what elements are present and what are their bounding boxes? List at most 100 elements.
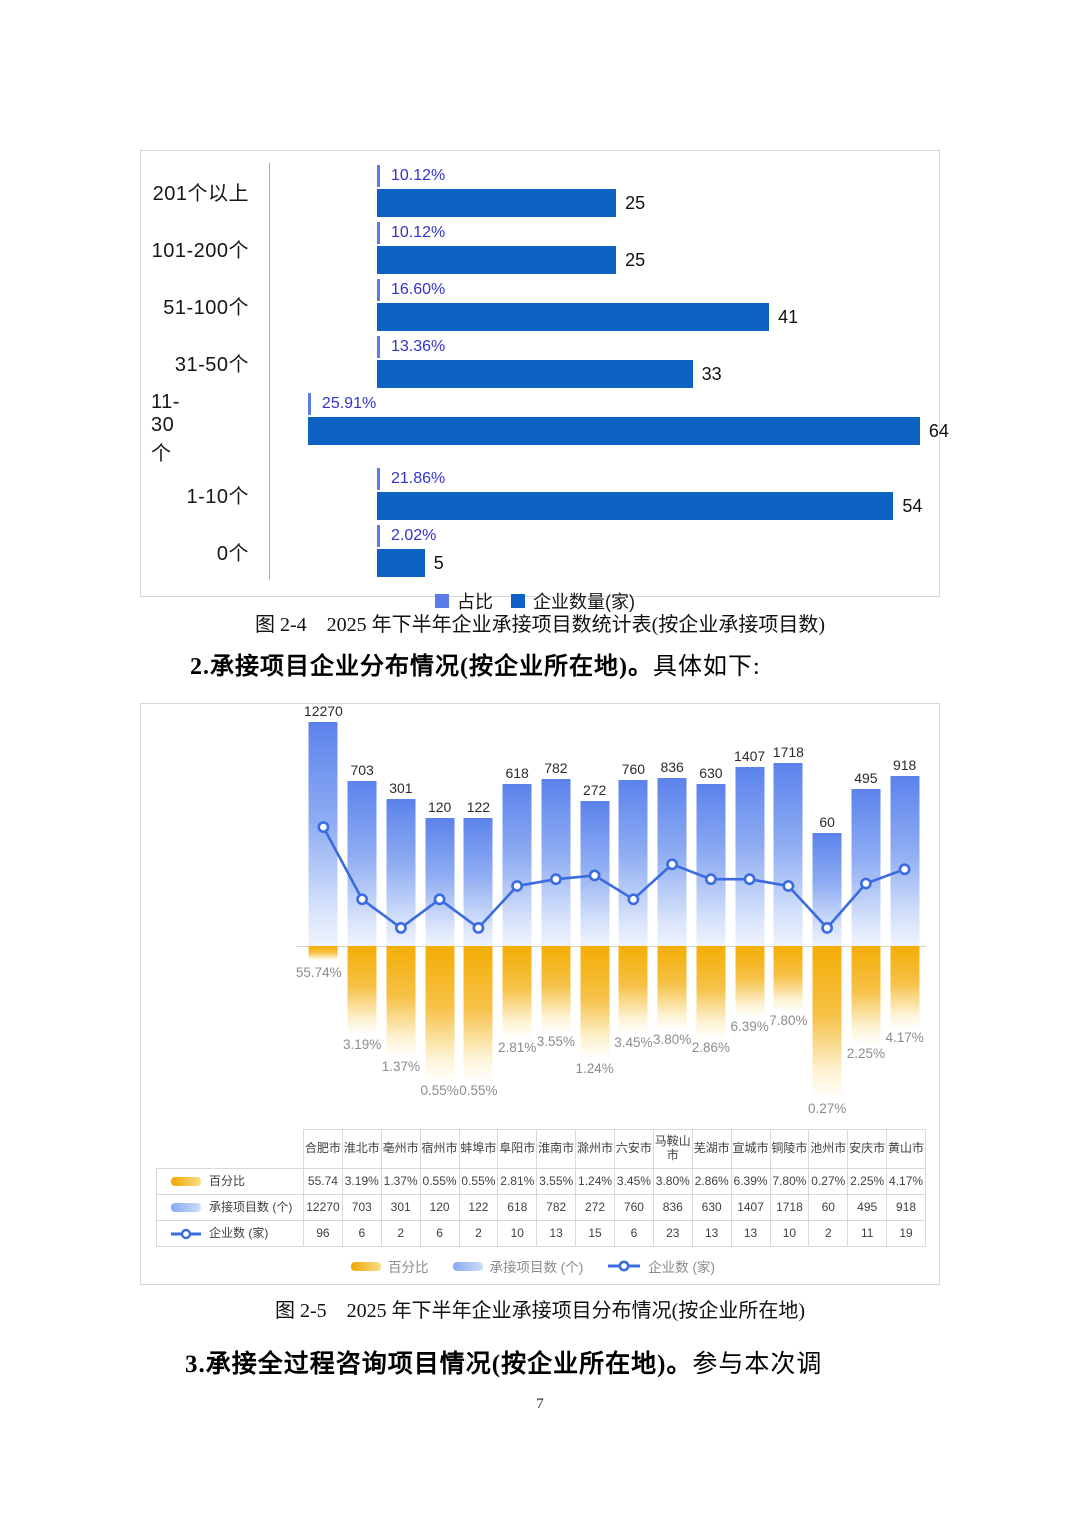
percent-value-label: 55.74% [295,965,342,980]
percent-value-label: 7.80% [769,1013,808,1028]
chart2-column-12: 1718 7.80% [769,704,808,1119]
chart2-column-9: 836 3.80% [653,704,692,1119]
chart1-category-label: 201个以上 [152,183,249,205]
chart1-percent-row: 16.60% [377,277,929,303]
chart1-percent-bar [307,393,311,415]
percent-bar [773,946,803,1012]
percent-bar-swatch [351,1261,381,1271]
chart1-count-bar [377,189,617,217]
chart1-percent-bar [377,279,380,301]
percent-value-label: 3.80% [652,1032,692,1047]
percent-value-label: 2.86% [691,1040,731,1055]
chart1-category-plot: 21.86% 54 [259,466,929,523]
percent-value-label: 0.27% [807,1101,847,1116]
section-2-heading-rest: 具体如下: [652,654,761,680]
table-value-cell: 122 [459,1195,499,1221]
chart2-column-3: 120 0.55% [420,704,459,1119]
chart1-bar-row: 25 [377,189,929,217]
projects-bar [735,767,765,946]
chart1-count-bar [377,303,770,331]
chart2-table: 合肥市 淮北市 亳州市 宿州市 蚌埠市 阜阳市 淮南市 滁州市 六安市 马鞍山市 芜湖市 宣城市 铜陵市… [156,1129,926,1247]
chart2-column-13: 60 0.27% [808,704,847,1119]
chart2-column-15: 918 4.17% [885,704,924,1119]
table-value-cell: 96 [304,1221,343,1247]
table-value-cell: 120 [420,1195,460,1221]
table-value-cell: 2.81% [498,1169,538,1195]
chart2-column-7: 272 1.24% [575,704,614,1119]
projects-bar [386,799,416,946]
legend-label-projects: 承接项目数 (个) [489,1260,584,1275]
table-value-cell: 3.19% [342,1169,382,1195]
chart1-category-plot: 10.12% 25 [259,163,929,220]
legend-item-percent: 百分比 [351,1256,429,1276]
legend-swatch-ratio [435,594,449,608]
chart1-bar-row: 33 [377,360,929,388]
chart2-column-0: 12270 55.74% [296,703,343,1119]
table-value-cell: 13 [692,1221,732,1247]
chart1-count-bar [377,549,425,577]
table-value-cell: 3.45% [615,1169,654,1195]
legend-item-companies: 企业数 (家) [607,1256,715,1276]
legend-label-ratio: 占比 [457,592,493,612]
chart1-percent-label: 13.36% [391,338,446,355]
percent-bar [347,946,377,1036]
chart1-category-row: 0个 2.02% 5 [151,523,929,580]
chart1-category-label: 101-200个 [151,240,249,262]
table-value-cell: 618 [498,1195,538,1221]
table-value-cell: 918 [887,1195,926,1221]
projects-bar-swatch [171,1203,201,1212]
chart1-percent-row: 10.12% [377,163,929,189]
chart1-category-plot: 2.02% 5 [259,523,929,580]
table-value-cell: 760 [615,1195,654,1221]
table-value-cell: 1407 [731,1195,771,1221]
projects-value-label: 1718 [772,744,804,760]
chart1-count-label: 25 [625,192,646,213]
chart1-bar-row: 54 [377,492,929,520]
percent-value-label: 0.55% [459,1083,498,1098]
table-city-header: 铜陵市 [770,1129,810,1169]
percent-bar [851,946,881,1045]
chart1-category-row: 1-10个 21.86% 54 [151,466,929,523]
percent-bar [463,946,493,1082]
projects-value-label: 630 [699,765,723,781]
table-value-cell: 7.80% [770,1169,810,1195]
table-city-header: 亳州市 [381,1129,421,1169]
percent-bar [386,946,416,1058]
table-row-label: 企业数 (家) [156,1221,304,1247]
table-city-header: 六安市 [615,1129,654,1169]
chart1-count-bar [377,246,617,274]
chart2-column-2: 301 1.37% [382,704,421,1119]
table-city-header: 阜阳市 [498,1129,538,1169]
projects-value-label: 120 [427,799,452,815]
percent-bar [425,946,455,1082]
table-value-cell: 1.37% [381,1169,421,1195]
table-city-header: 安庆市 [848,1129,888,1169]
legend-label-count: 企业数量(家) [533,592,635,612]
chart1-bar-row: 5 [377,549,929,577]
table-value-cell: 3.55% [537,1169,577,1195]
chart1-percent-row: 2.02% [377,523,929,549]
percent-bar [541,946,571,1033]
chart1-percent-bar [377,222,380,244]
line-marker-swatch [171,1228,201,1239]
table-value-cell: 4.17% [887,1169,926,1195]
chart1-category-row: 101-200个 10.12% 25 [151,220,929,277]
table-value-cell: 60 [809,1195,849,1221]
table-value-cell: 272 [576,1195,615,1221]
table-value-cell: 19 [887,1221,926,1247]
table-row-label-text: 百分比 [209,1173,246,1188]
table-row-label-text: 企业数 (家) [209,1225,269,1240]
projects-value-label: 272 [582,782,607,798]
legend-label-percent: 百分比 [388,1260,429,1275]
table-value-cell: 630 [692,1195,732,1221]
percent-value-label: 2.81% [497,1040,537,1055]
projects-bar [580,801,610,946]
table-value-cell: 23 [653,1221,693,1247]
chart2-column-8: 760 3.45% [614,704,653,1119]
table-value-cell: 0.27% [809,1169,849,1195]
table-value-cell: 0.55% [459,1169,499,1195]
table-value-cell: 6 [420,1221,460,1247]
percent-bar [657,946,687,1031]
chart1-category-row: 11-30个 25.91% 64 [151,391,949,466]
chart1-count-label: 33 [701,363,722,384]
